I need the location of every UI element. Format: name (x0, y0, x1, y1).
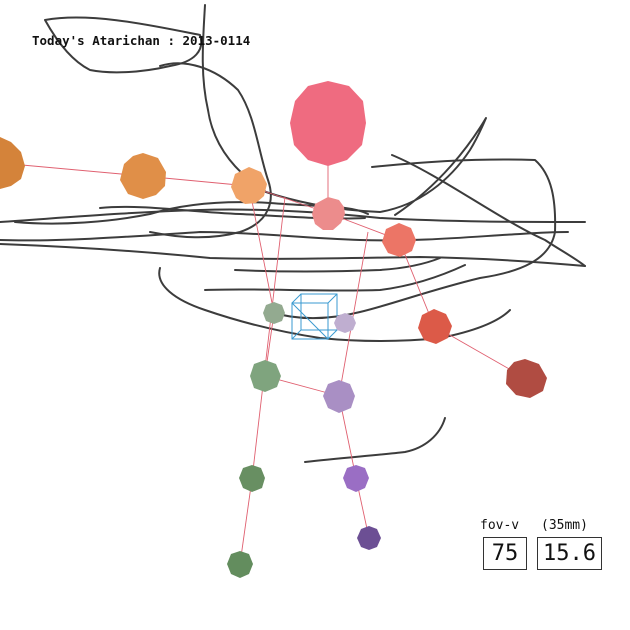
scribble-stroke-lower (158, 267, 511, 342)
joint-shoulder-left (231, 167, 267, 204)
joint-elbow-right (418, 309, 452, 344)
joint-knee-right (323, 380, 355, 413)
lens-value-box[interactable]: 15.6 (537, 537, 602, 570)
joint-ankle-left (239, 465, 265, 492)
joint-hip-right (334, 313, 356, 333)
scribble-stroke-long-1 (0, 208, 586, 223)
camera-box-edge-2 (327, 293, 338, 304)
scene-title: Today's Atarichan : 2013-0114 (32, 33, 251, 48)
scribble-stroke-long-4 (0, 243, 586, 267)
camera-box-edge-3 (327, 329, 338, 340)
joint-hand-right (506, 359, 547, 398)
fov-label: fov-v (480, 518, 520, 533)
joint-hand-left (0, 137, 25, 189)
joint-knee-left (250, 360, 281, 392)
camera-box-edge-1 (291, 293, 302, 304)
fov-value-box[interactable]: 75 (483, 537, 527, 570)
joints (0, 81, 547, 578)
scribble-stroke-right (391, 154, 586, 267)
scribble-stroke-top-loop (44, 16, 203, 74)
scribble-stroke-mid (204, 264, 466, 292)
scribble-stroke-swoop (149, 62, 272, 239)
scribble-stroke-belt (234, 257, 441, 273)
scribble-lines (0, 4, 586, 463)
scribble-stroke-hook (304, 417, 446, 463)
joint-hip-left (263, 302, 285, 324)
camera-box-diagonal (291, 302, 329, 340)
joint-neck (312, 197, 345, 230)
bone-hip-knee-right (338, 231, 369, 397)
joint-shoulder-right (382, 223, 416, 257)
scribble-stroke-right-loop (269, 158, 557, 320)
joint-foot-left (227, 551, 253, 578)
camera-box-edge-4 (291, 329, 302, 340)
bone-knee-ankle-left (251, 196, 286, 480)
joint-foot-right (357, 526, 381, 550)
bone-ankle-foot-left (239, 478, 253, 565)
joint-ankle-right (343, 465, 369, 492)
scribble-stroke-vertical (201, 4, 487, 216)
bone-shoulder-hip-left (248, 185, 275, 314)
joint-head (290, 81, 366, 166)
scribble-stroke-long-3 (0, 231, 569, 242)
lens-label: (35mm) (541, 518, 588, 533)
joint-elbow-left (120, 153, 166, 199)
